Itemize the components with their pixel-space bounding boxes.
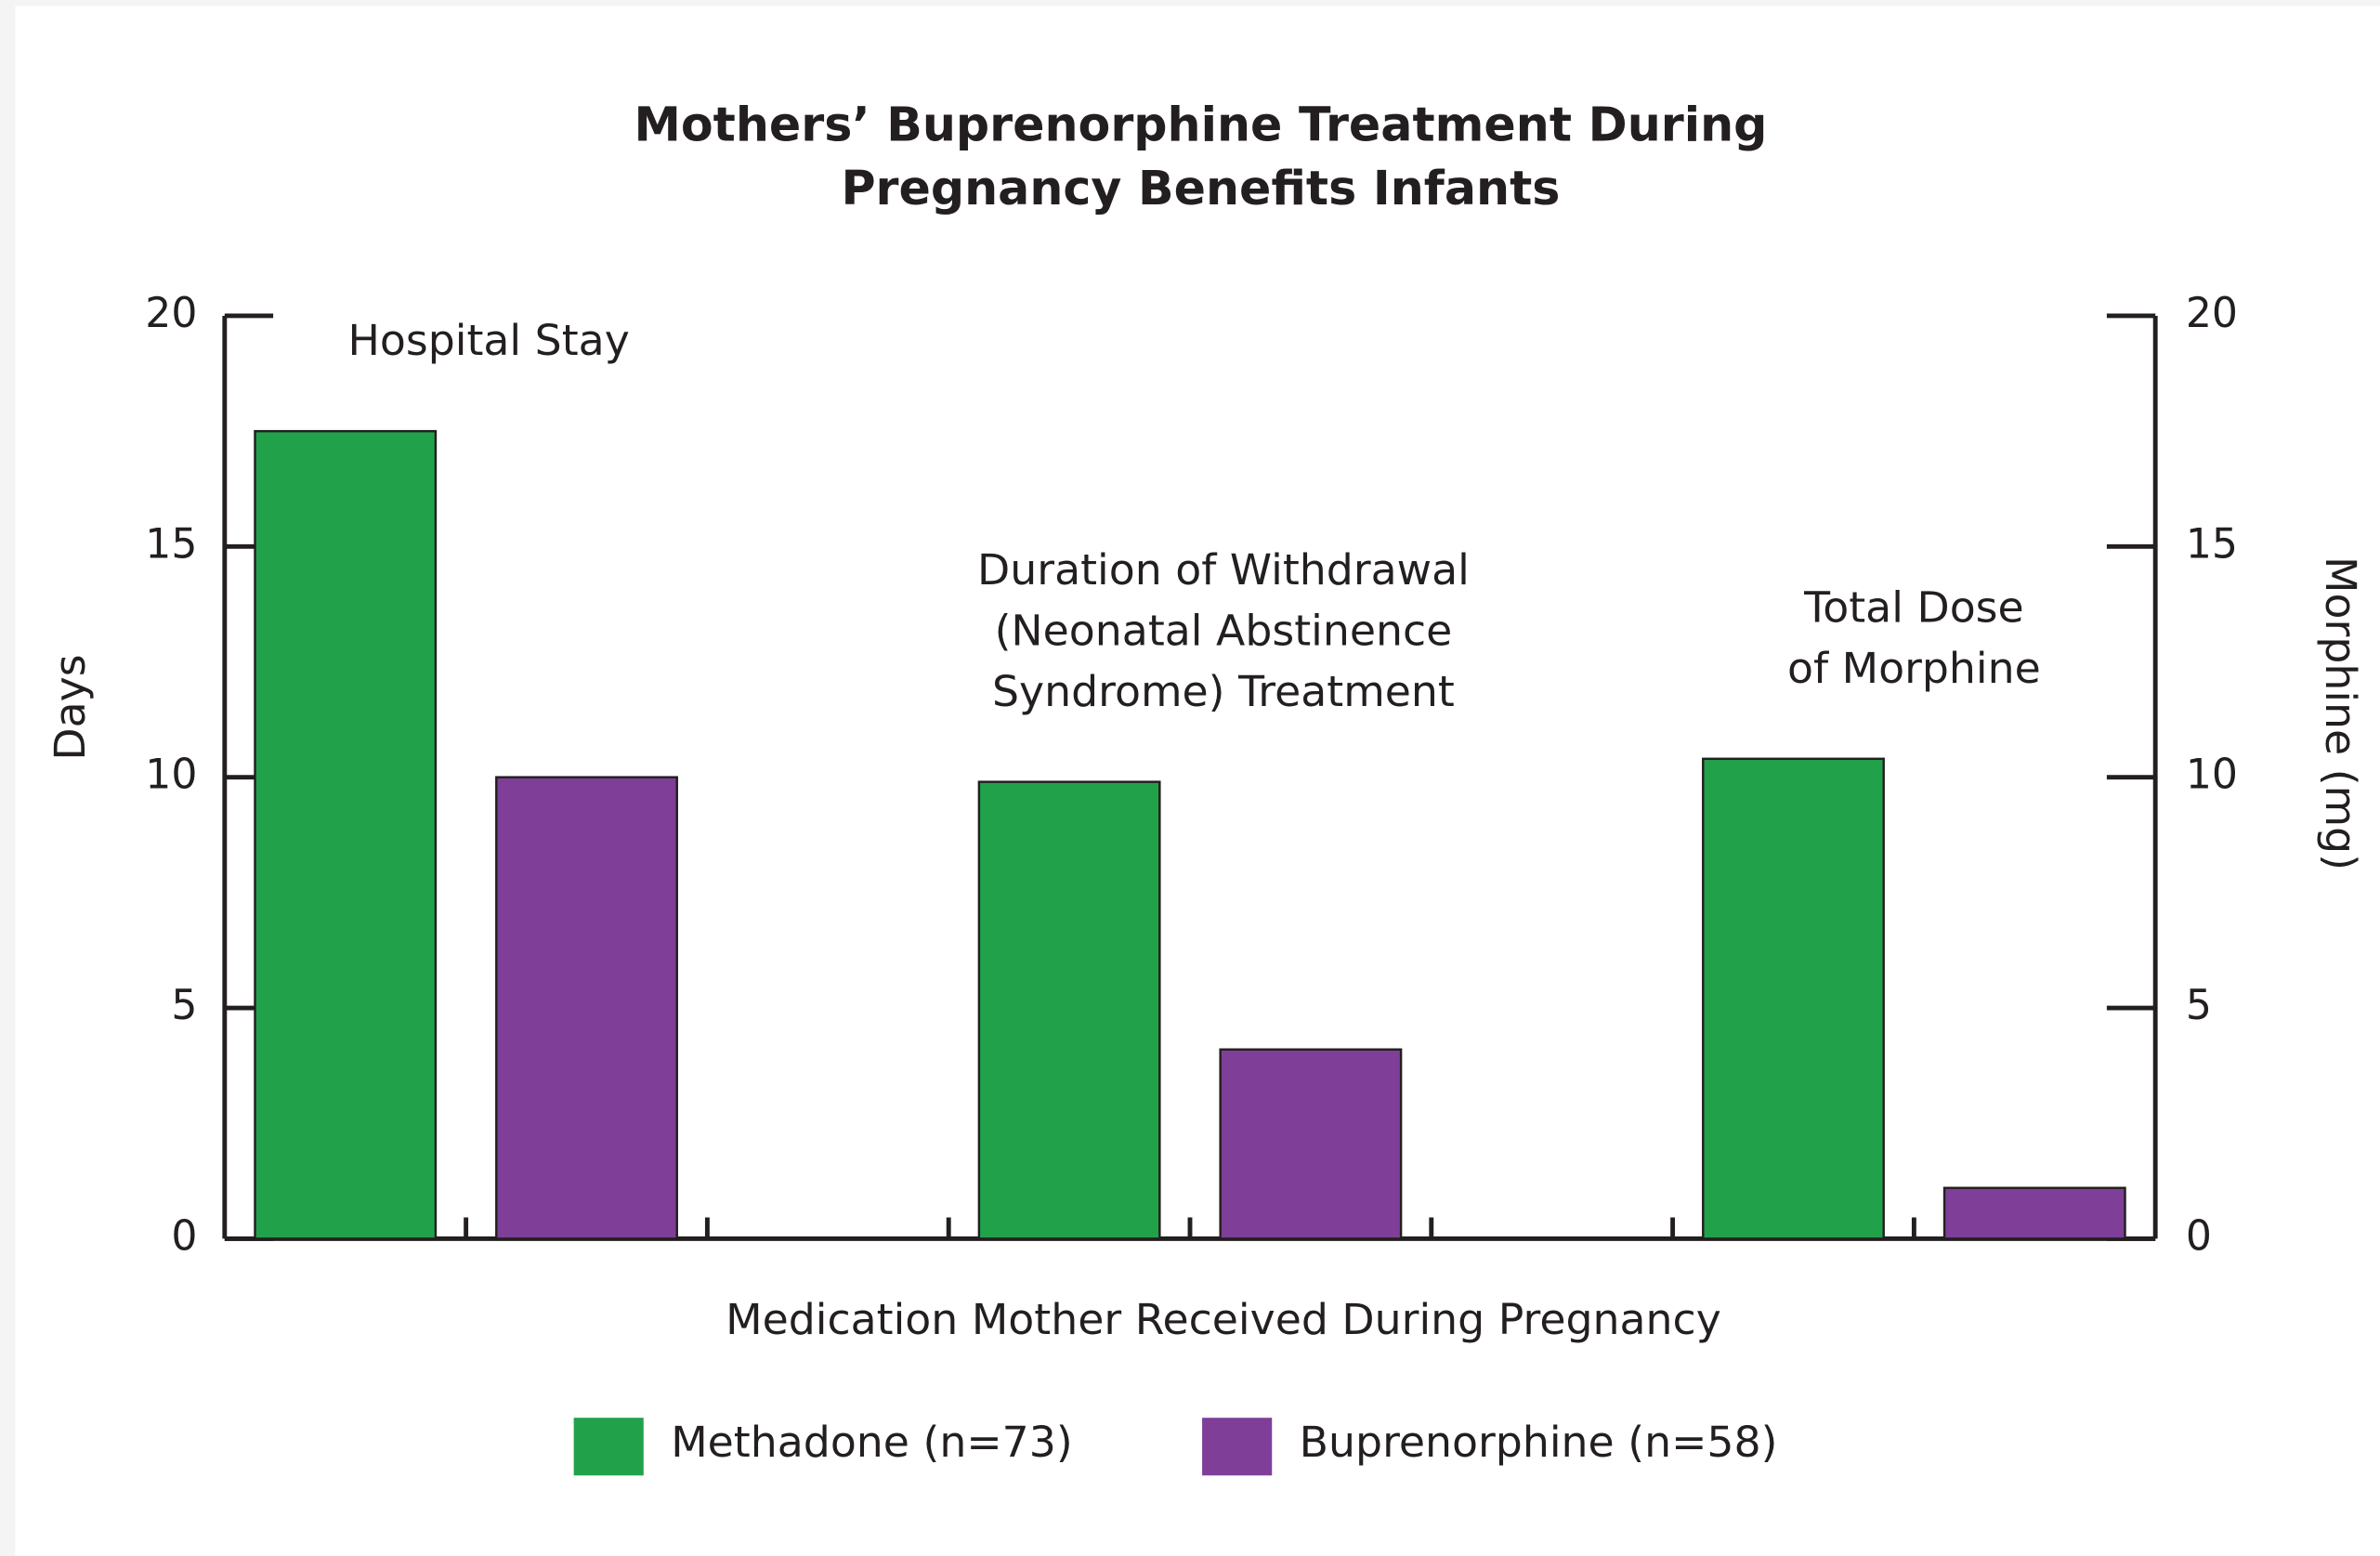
bar [1942,1186,2126,1240]
y2-tick-label: 5 [2186,982,2212,1029]
y2-tick-label: 20 [2186,290,2238,337]
y2-tick-label: 0 [2186,1212,2212,1260]
y-tick-label: 15 [145,520,197,568]
bar [1219,1048,1403,1240]
chart-title: Mothers’ Buprenorphine Treatment During P… [634,97,1767,216]
legend-label: Buprenorphine (n=58) [1300,1418,1778,1467]
y-tick-label: 10 [145,752,197,799]
y2-tick-label: 15 [2186,520,2238,568]
category-label: Duration of Withdrawal (Neonatal Abstinen… [977,545,1470,716]
y-tick-label: 5 [171,982,197,1029]
category-label: Total Dose of Morphine [1787,582,2041,692]
category-label: Hospital Stay [347,316,629,365]
y-axis-label: Days [46,654,95,760]
y2-axis-label: Morphine (mg) [2316,556,2365,870]
y-tick-label: 0 [171,1212,197,1260]
bar [495,776,678,1240]
y2-tick-label: 10 [2186,752,2238,799]
legend-swatch [1202,1418,1273,1476]
legend-swatch [573,1418,644,1476]
bar [977,780,1161,1240]
bar [1702,757,1885,1240]
legend-label: Methadone (n=73) [671,1418,1073,1467]
bar [254,429,438,1240]
x-axis-label: Medication Mother Received During Pregna… [726,1295,1721,1344]
y-tick-label: 20 [145,290,197,337]
